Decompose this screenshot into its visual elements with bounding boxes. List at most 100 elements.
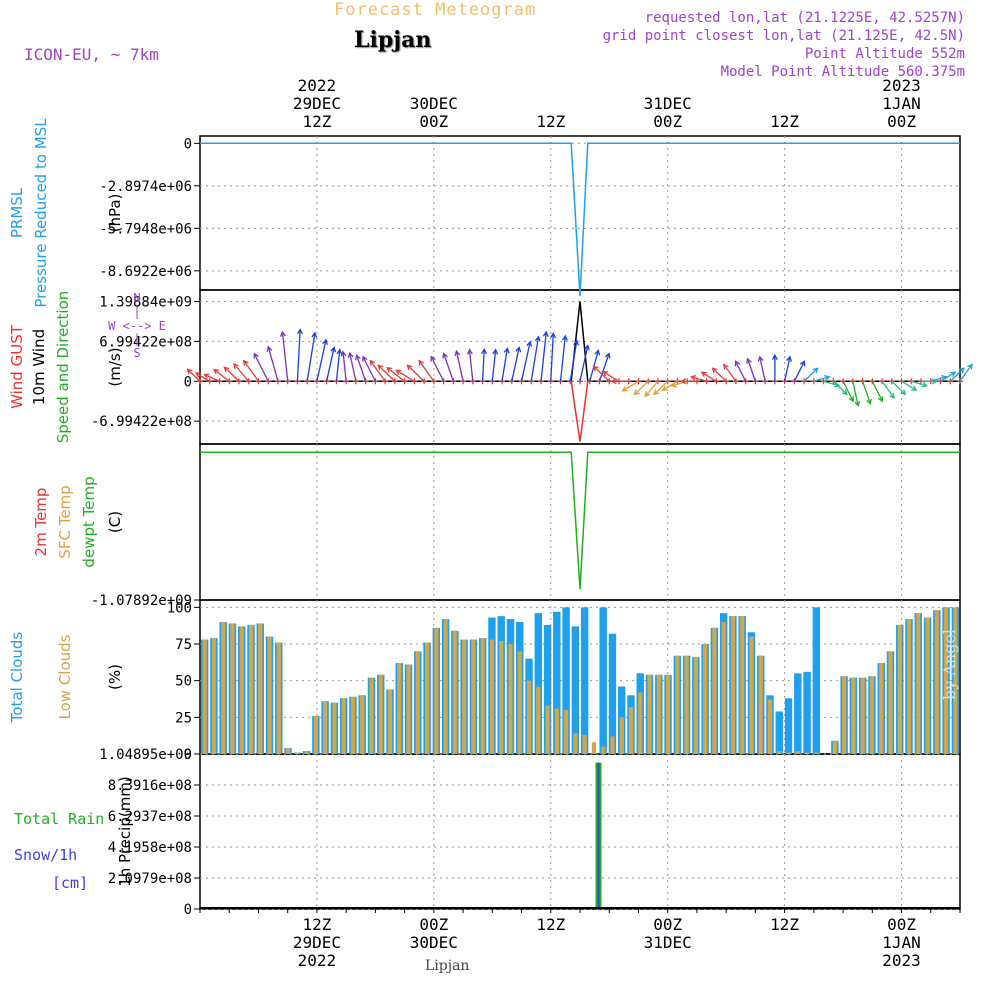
- low-cloud-bar: [934, 610, 939, 754]
- wind-arrowhead: [746, 357, 752, 364]
- top-time-label: 00Z: [419, 112, 448, 131]
- y-tick-label: 100: [167, 600, 192, 616]
- wind-arrow: [559, 335, 566, 382]
- low-cloud-bar: [693, 657, 698, 754]
- bottom-time-label: 2022: [298, 951, 337, 970]
- bottom-time-label: 2023: [882, 951, 921, 970]
- wind-arrowhead: [266, 345, 273, 352]
- wind-arrow: [362, 356, 376, 382]
- y-tick-label: 0: [184, 374, 192, 390]
- low-cloud-bar: [582, 734, 587, 754]
- low-cloud-bar: [489, 639, 495, 754]
- gust-marker: [635, 378, 642, 385]
- wind-arrow: [418, 360, 435, 382]
- y-tick-label: 4.1958e+08: [108, 840, 192, 856]
- wind-arrowhead: [311, 331, 318, 338]
- wind-arrowhead: [633, 389, 640, 396]
- side-label-units: [cm]: [52, 874, 88, 892]
- wind-arrow: [622, 380, 639, 392]
- wind-arrowhead: [377, 364, 384, 371]
- wind-arrowhead: [848, 396, 854, 403]
- y-tick-label: 75: [175, 637, 192, 653]
- y-tick-label: 6.2937e+08: [108, 809, 192, 825]
- wind-arrow: [671, 380, 688, 387]
- wind-arrowhead: [542, 330, 549, 337]
- bottom-time-label: 30DEC: [410, 933, 458, 952]
- wind-arrowhead: [534, 335, 541, 342]
- side-label-rain: Total Rain: [14, 810, 104, 828]
- wind-arrowhead: [330, 346, 337, 353]
- wind-arrow: [356, 355, 367, 382]
- wind-arrow: [861, 381, 871, 404]
- low-cloud-bar: [851, 677, 856, 754]
- low-cloud-bar: [239, 626, 244, 754]
- footer-location: Lipjan: [425, 958, 470, 974]
- low-cloud-bar: [332, 702, 337, 754]
- wind-arrow: [852, 381, 859, 406]
- low-cloud-bar: [721, 622, 726, 754]
- y-tick-label: 2.0979e+08: [108, 871, 192, 887]
- y-tick-label: 25: [175, 710, 192, 726]
- wind-arrowhead: [584, 344, 590, 351]
- wind-arrowhead: [786, 355, 792, 362]
- side-label: PRMSL: [8, 187, 26, 238]
- wind-arrow: [644, 380, 659, 397]
- low-cloud-bar: [536, 686, 541, 754]
- low-cloud-bar: [378, 674, 383, 754]
- y-axis-label: (%): [106, 664, 124, 690]
- wind-arrowhead: [550, 332, 557, 339]
- wind-arrow: [653, 380, 669, 395]
- wind-arrowhead: [395, 369, 402, 375]
- gust-marker: [879, 378, 886, 385]
- low-cloud-bar: [258, 623, 263, 754]
- total-cloud-bar: [812, 607, 821, 754]
- top-time-label: 00Z: [887, 112, 916, 131]
- wind-arrowhead: [466, 348, 473, 355]
- wind-arrowhead: [854, 400, 861, 408]
- wind-arrow: [891, 380, 906, 395]
- model-altitude: Model Point Altitude 560.375m: [720, 64, 965, 80]
- wind-arrowhead: [253, 352, 259, 359]
- y-axis-label: (C): [106, 511, 124, 533]
- top-time-label: 2022: [298, 76, 337, 95]
- top-time-label: 31DEC: [644, 94, 692, 113]
- low-cloud-bar: [508, 644, 513, 754]
- y-axis-label: 1h Precip(mm): [116, 776, 134, 887]
- side-label: Wind GUST: [8, 324, 26, 409]
- wind-arrowhead: [824, 375, 831, 381]
- y-tick-label: -5.7948e+06: [99, 221, 192, 237]
- low-cloud-bar: [767, 699, 773, 754]
- wind-arrow: [491, 349, 497, 382]
- wind-arrow: [326, 347, 335, 382]
- wind-arrow: [759, 356, 766, 382]
- total-cloud-bar: [571, 626, 580, 754]
- compass-bar: |: [133, 305, 140, 319]
- wind-arrow: [723, 364, 737, 382]
- wind-arrowhead: [771, 353, 778, 360]
- low-cloud-bar: [462, 639, 467, 754]
- low-cloud-bar: [777, 751, 782, 754]
- wind-arrow: [911, 380, 927, 387]
- low-cloud-bar: [675, 655, 680, 754]
- wind-arrow: [712, 367, 727, 382]
- wind-arrowhead: [644, 391, 651, 398]
- wind-arrowhead: [967, 363, 973, 370]
- total-cloud-bar: [794, 673, 802, 754]
- low-cloud-bar: [369, 677, 374, 754]
- low-cloud-bar: [628, 707, 634, 754]
- low-cloud-bar: [573, 733, 578, 754]
- wind-arrowhead: [592, 365, 599, 372]
- bottom-time-label: 12Z: [302, 915, 331, 934]
- wind-arrowhead: [481, 348, 487, 355]
- y-axis-label: (hPa): [106, 194, 124, 233]
- y-tick-label: 8.3916e+08: [108, 778, 192, 794]
- wind-arrow: [243, 360, 259, 382]
- wind-arrowhead: [430, 355, 436, 362]
- point-altitude: Point Altitude 552m: [804, 46, 965, 62]
- low-cloud-bar: [397, 663, 402, 754]
- low-cloud-bar: [703, 644, 708, 754]
- low-cloud-bar: [341, 698, 346, 754]
- low-cloud-bar: [925, 617, 930, 754]
- low-cloud-bar: [814, 752, 819, 754]
- meteogram-title: Forecast Meteogram: [334, 0, 537, 20]
